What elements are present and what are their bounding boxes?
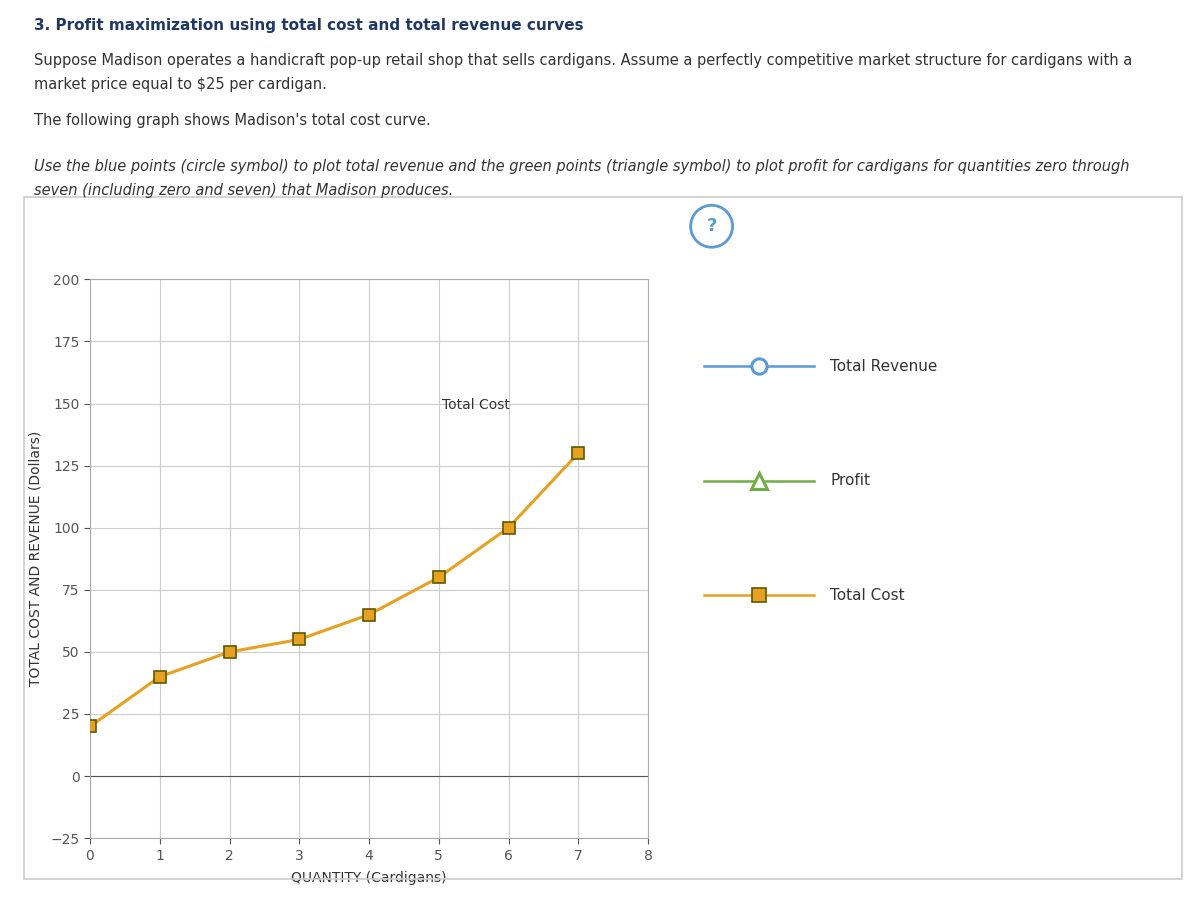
Text: Profit: Profit (830, 474, 870, 488)
Text: Total Revenue: Total Revenue (830, 359, 937, 374)
Y-axis label: TOTAL COST AND REVENUE (Dollars): TOTAL COST AND REVENUE (Dollars) (28, 431, 42, 686)
Text: Use the blue points (circle symbol) to plot total revenue and the green points (: Use the blue points (circle symbol) to p… (34, 159, 1129, 174)
Text: The following graph shows Madison's total cost curve.: The following graph shows Madison's tota… (34, 113, 431, 127)
Text: Total Cost: Total Cost (830, 588, 905, 603)
Text: Suppose Madison operates a handicraft pop-up retail shop that sells cardigans. A: Suppose Madison operates a handicraft po… (34, 53, 1132, 68)
X-axis label: QUANTITY (Cardigans): QUANTITY (Cardigans) (292, 871, 446, 885)
Text: Total Cost: Total Cost (443, 398, 510, 411)
Text: ?: ? (707, 217, 716, 235)
Text: seven (including zero and seven) that Madison produces.: seven (including zero and seven) that Ma… (34, 183, 452, 198)
Text: 3. Profit maximization using total cost and total revenue curves: 3. Profit maximization using total cost … (34, 18, 583, 33)
Text: market price equal to $25 per cardigan.: market price equal to $25 per cardigan. (34, 77, 326, 92)
